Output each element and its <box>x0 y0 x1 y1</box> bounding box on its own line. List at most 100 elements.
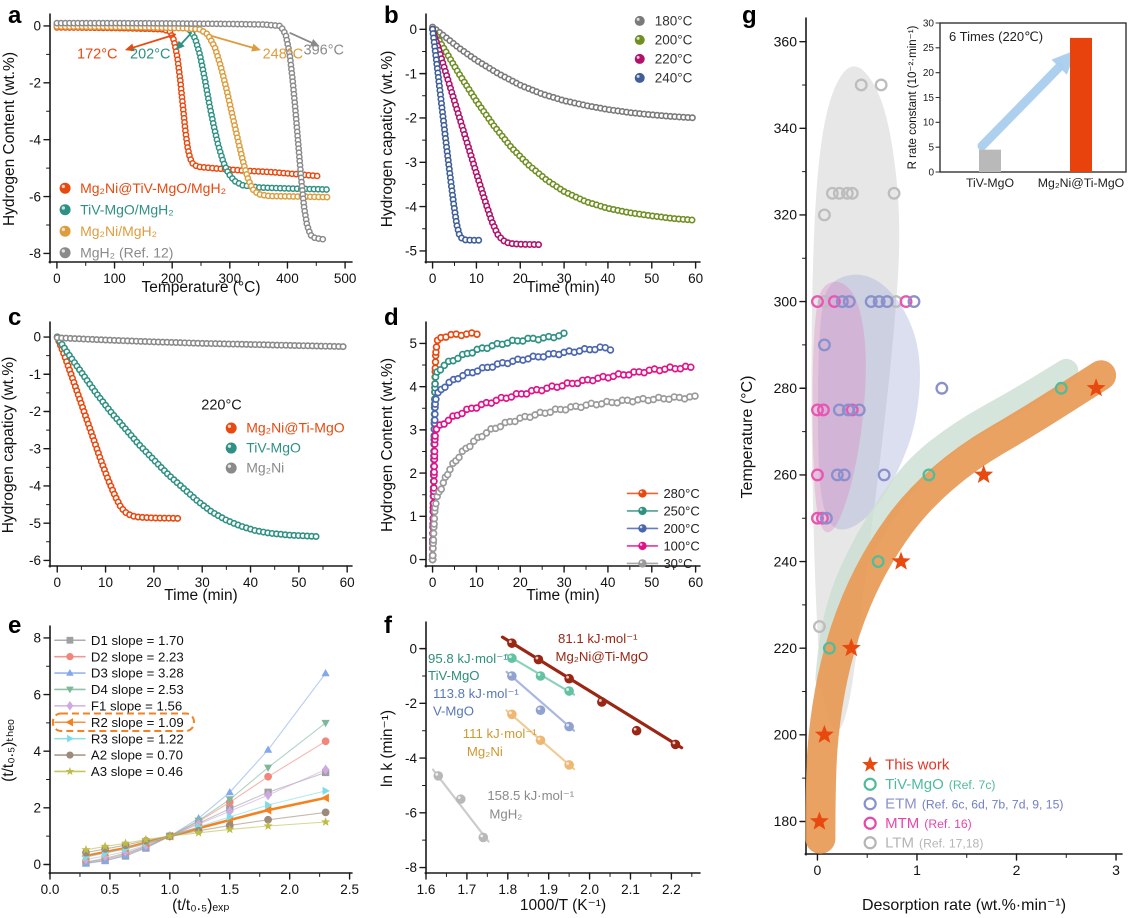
svg-text:MTM(Ref. 16): MTM (Ref. 16) <box>885 815 972 832</box>
svg-text:320: 320 <box>774 207 798 223</box>
svg-text:-4: -4 <box>29 479 41 494</box>
svg-text:0: 0 <box>429 271 437 286</box>
svg-text:300: 300 <box>774 293 798 309</box>
svg-text:TiV-MgO: TiV-MgO <box>246 440 301 456</box>
svg-text:500: 500 <box>334 271 357 286</box>
svg-text:0: 0 <box>33 857 41 872</box>
svg-text:Temperature (°C): Temperature (°C) <box>739 376 756 499</box>
svg-text:240°C: 240°C <box>655 71 693 86</box>
svg-text:50: 50 <box>644 271 659 286</box>
svg-text:2.0: 2.0 <box>280 882 299 897</box>
panel-b: 0 10 20 30 40 50 60 0 -1 -2 -3 -4 -5 Time (min) Hydrog… <box>378 0 710 300</box>
svg-text:10: 10 <box>98 575 113 590</box>
svg-text:10: 10 <box>469 575 484 590</box>
svg-text:Time (min): Time (min) <box>526 587 599 604</box>
svg-text:60: 60 <box>688 575 703 590</box>
svg-text:1: 1 <box>409 509 417 524</box>
svg-text:-6: -6 <box>29 553 41 568</box>
panel-f-label: f <box>384 612 392 639</box>
svg-text:30: 30 <box>557 271 572 286</box>
svg-text:-6: -6 <box>405 806 417 821</box>
svg-text:D2 slope = 2.23: D2 slope = 2.23 <box>91 649 184 664</box>
series <box>53 19 331 243</box>
svg-text:95.8 kJ·mol⁻¹: 95.8 kJ·mol⁻¹ <box>428 651 508 666</box>
panel-g: 0 1 2 3 180 200 220 240 260 280 300 320 340 360 Desorp… <box>710 0 1136 918</box>
legend: 180°C 200°C 220°C 240°C <box>634 14 693 86</box>
svg-text:MgH₂ (Ref. 12): MgH₂ (Ref. 12) <box>80 244 173 260</box>
svg-text:Desorption rate (wt.%·min⁻¹): Desorption rate (wt.%·min⁻¹) <box>862 897 1066 914</box>
svg-text:30: 30 <box>923 18 935 29</box>
panel-d-label: d <box>384 304 399 331</box>
svg-text:(t/t₀.₅)ₜₕₑₒ: (t/t₀.₅)ₜₕₑₒ <box>0 719 17 782</box>
svg-text:R3 slope = 1.22: R3 slope = 1.22 <box>91 731 184 746</box>
svg-text:2.2: 2.2 <box>662 882 681 897</box>
svg-text:ETM(Ref. 6c, 6d, 7b, 7d, 9, 15: ETM (Ref. 6c, 6d, 7b, 7d, 9, 15) <box>885 795 1063 812</box>
svg-text:D1 slope = 1.70: D1 slope = 1.70 <box>91 633 184 648</box>
svg-text:LTM(Ref. 17,18): LTM (Ref. 17,18) <box>885 834 983 851</box>
svg-text:0: 0 <box>53 575 61 590</box>
svg-text:10: 10 <box>923 118 935 129</box>
svg-text:220°C: 220°C <box>201 398 241 414</box>
svg-text:0: 0 <box>429 575 437 590</box>
svg-text:0: 0 <box>409 552 417 567</box>
panel-b-label: b <box>384 2 399 29</box>
svg-text:0: 0 <box>53 271 61 286</box>
svg-text:1: 1 <box>913 862 921 878</box>
axes: 0 10 20 30 40 50 60 0 -1 -2 -3 -4 -5 Time (min) Hydrog… <box>379 13 703 296</box>
svg-text:60: 60 <box>688 271 703 286</box>
svg-text:4: 4 <box>33 744 41 759</box>
svg-text:220: 220 <box>774 640 798 656</box>
svg-text:R2 slope = 1.09: R2 slope = 1.09 <box>91 715 184 730</box>
svg-text:-5: -5 <box>405 244 417 259</box>
legend: Mg₂Ni@TiV-MgO/MgH₂ TiV-MgO/MgH₂ Mg₂Ni/MgH₂… <box>59 180 226 260</box>
svg-text:V-MgO: V-MgO <box>433 704 474 719</box>
chart-d: 0 10 20 30 40 50 60 0 1 2 3 4 5 Time (min) Hydrogen Co… <box>379 321 703 604</box>
series <box>53 333 347 540</box>
svg-text:202°C: 202°C <box>130 47 170 63</box>
svg-text:111 kJ·mol⁻¹: 111 kJ·mol⁻¹ <box>463 726 537 741</box>
svg-text:0: 0 <box>409 641 417 656</box>
svg-text:TiV-MgO: TiV-MgO <box>428 668 480 683</box>
svg-text:2: 2 <box>409 466 417 481</box>
svg-text:280: 280 <box>774 380 798 396</box>
svg-text:2: 2 <box>33 801 41 816</box>
axes: 0 100 200 300 400 500 0 -2 -4 -6 -8 Temperature (°C… <box>1 13 357 296</box>
svg-text:-2: -2 <box>29 76 41 91</box>
svg-text:20: 20 <box>923 68 935 79</box>
series <box>429 23 696 249</box>
svg-text:Mg₂Ni@Ti-MgO: Mg₂Ni@Ti-MgO <box>1038 176 1124 190</box>
panel-f: 1.6 1.7 1.8 1.9 2.0 2.1 2.2 0 -2 -4 -6 -8 1000/T (K⁻… <box>378 608 710 918</box>
svg-text:1.0: 1.0 <box>160 882 179 897</box>
legend: This work TiV-MgO (Ref. 7c) ETM (Ref. 6c, 6d… <box>862 756 1063 851</box>
svg-text:81.1 kJ·mol⁻¹: 81.1 kJ·mol⁻¹ <box>558 631 638 646</box>
svg-text:200: 200 <box>774 727 798 743</box>
svg-text:Mg₂Ni@Ti-MgO: Mg₂Ni@Ti-MgO <box>246 420 345 436</box>
svg-text:0: 0 <box>33 330 41 345</box>
panel-a: 0 100 200 300 400 500 0 -2 -4 -6 -8 Temperature (°C… <box>0 0 378 300</box>
svg-text:D3 slope = 3.28: D3 slope = 3.28 <box>91 666 184 681</box>
svg-text:Mg₂Ni/MgH₂: Mg₂Ni/MgH₂ <box>80 223 157 239</box>
svg-text:2.1: 2.1 <box>621 882 640 897</box>
svg-text:-4: -4 <box>405 751 417 766</box>
panel-d: 0 10 20 30 40 50 60 0 1 2 3 4 5 Time (min) Hydrogen Co… <box>378 300 710 608</box>
svg-text:Time (min): Time (min) <box>164 587 237 604</box>
svg-text:1.6: 1.6 <box>417 882 436 897</box>
svg-text:-8: -8 <box>29 246 41 261</box>
svg-text:5: 5 <box>409 336 417 351</box>
svg-text:Temperature (°C): Temperature (°C) <box>141 279 260 296</box>
svg-text:-4: -4 <box>405 199 417 214</box>
svg-text:172°C: 172°C <box>77 47 117 63</box>
svg-text:20: 20 <box>513 575 528 590</box>
svg-text:15: 15 <box>923 93 935 104</box>
svg-text:5: 5 <box>928 143 934 154</box>
svg-text:-2: -2 <box>29 404 41 419</box>
svg-text:40: 40 <box>600 575 615 590</box>
svg-text:200°C: 200°C <box>655 33 693 48</box>
svg-text:1000/T (K⁻¹): 1000/T (K⁻¹) <box>520 897 606 914</box>
svg-text:This work: This work <box>885 756 950 773</box>
svg-text:2.0: 2.0 <box>580 882 599 897</box>
series <box>431 635 684 843</box>
svg-text:Mg₂Ni@Ti-MgO: Mg₂Ni@Ti-MgO <box>555 649 648 664</box>
